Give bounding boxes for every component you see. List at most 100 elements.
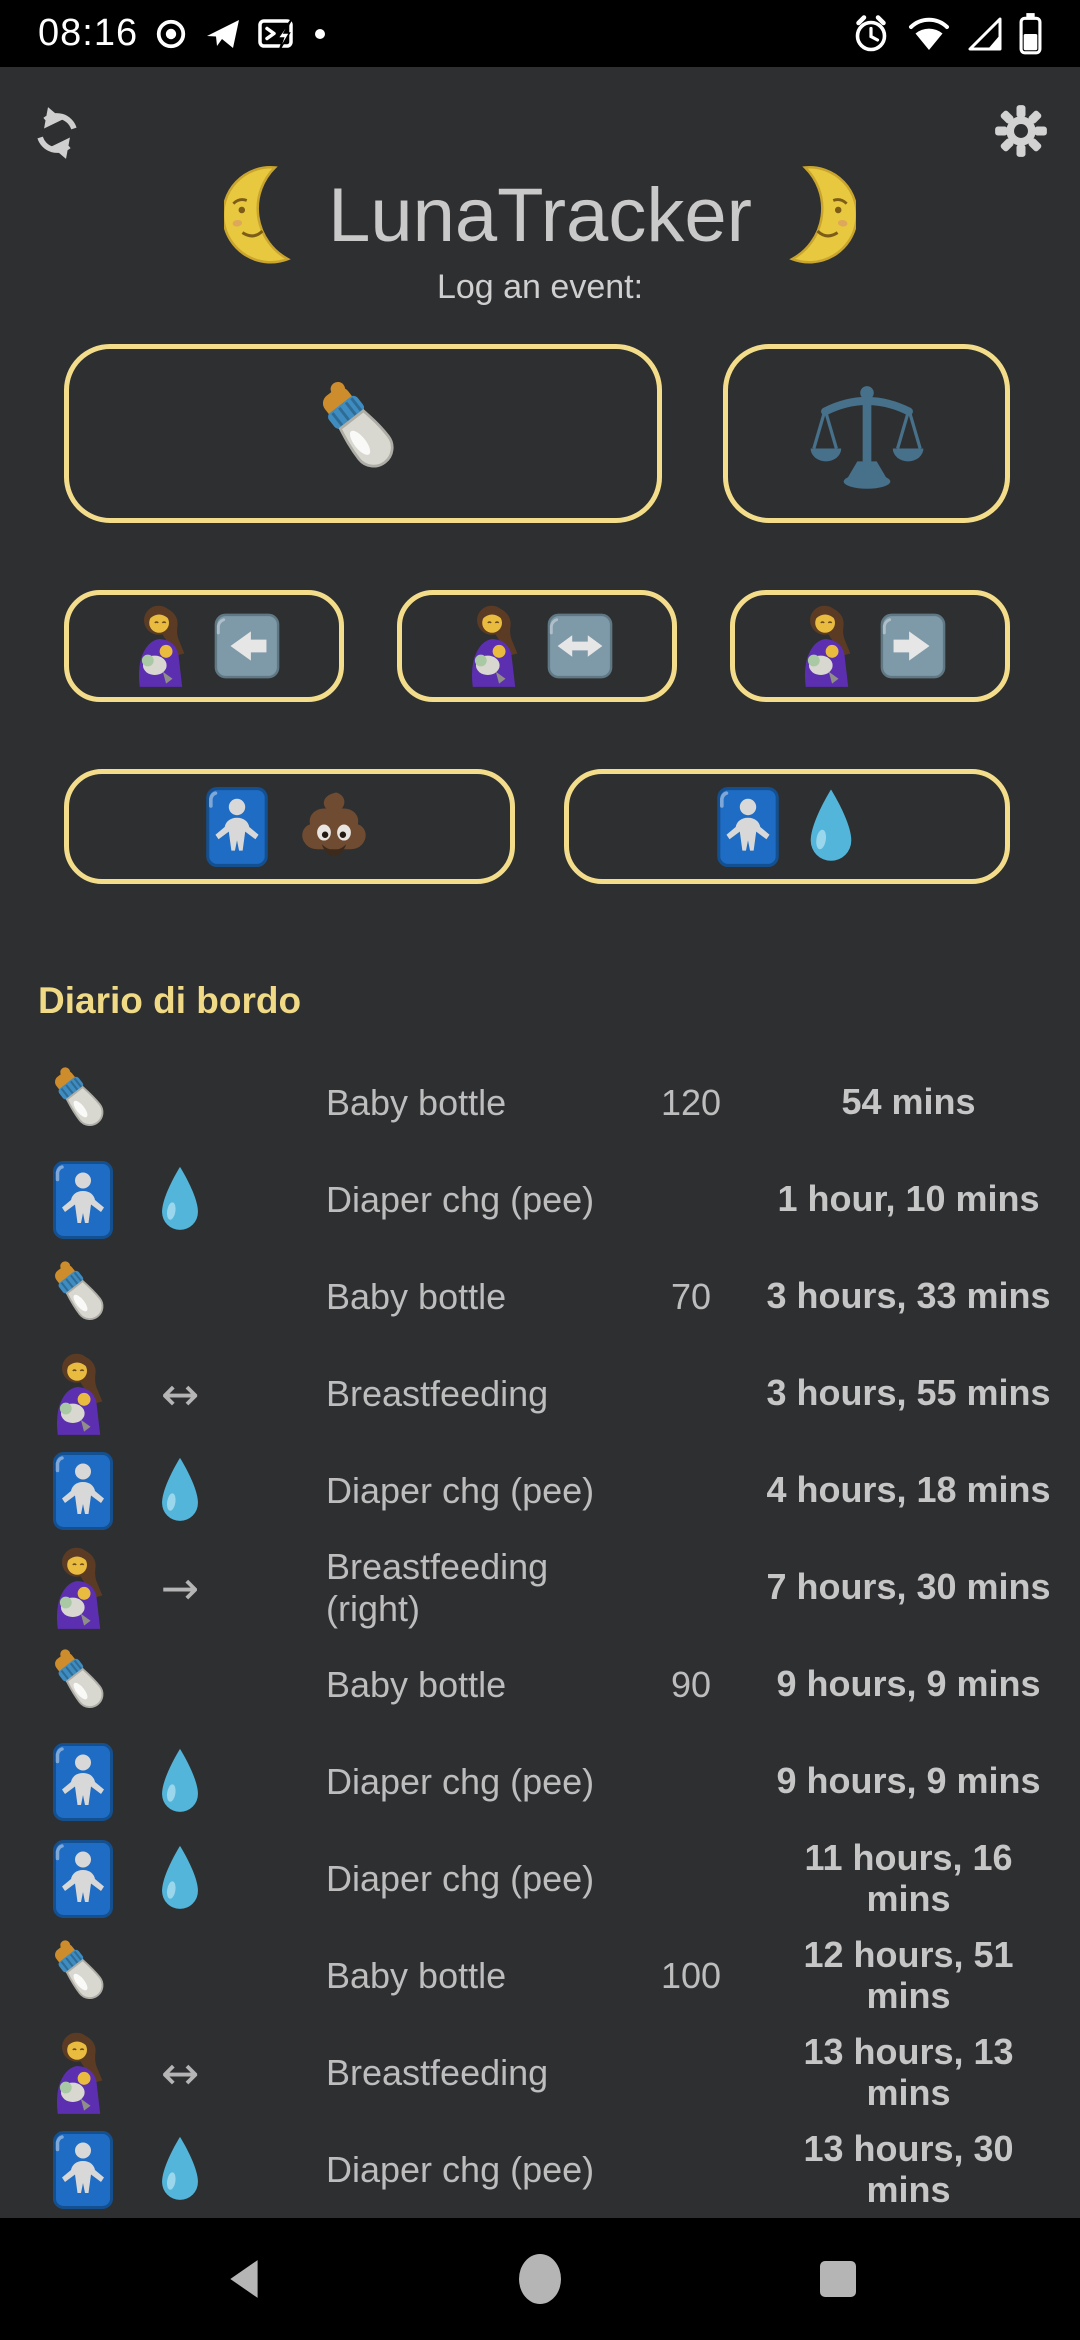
- event-buttons-row-3: [64, 769, 1010, 884]
- log-weighing-button[interactable]: [723, 344, 1010, 523]
- droplet-icon: [805, 786, 857, 868]
- status-bar-left: 08:16: [38, 12, 326, 55]
- log-entry-label: Breastfeeding: [326, 2051, 549, 2093]
- baby-symbol-icon: [717, 786, 779, 867]
- arrow-left-square-icon: [212, 611, 282, 681]
- log-entry-label: Baby bottle: [326, 1663, 507, 1705]
- log-entry-icon: [40, 1160, 125, 1239]
- nav-home-button[interactable]: [517, 2218, 563, 2340]
- log-row[interactable]: Baby bottle 90 9 hours, 9 mins: [0, 1636, 1080, 1733]
- log-entry-elapsed: 4 hours, 18 mins: [766, 1469, 1051, 1511]
- moon-face-right-icon: [766, 165, 856, 265]
- log-entry-elapsed: 7 hours, 30 mins: [766, 1566, 1051, 1608]
- log-entry-label: Diaper chg (pee): [326, 1178, 595, 1220]
- battery-icon: [1019, 12, 1042, 55]
- log-diaper-poop-button[interactable]: [64, 769, 515, 884]
- baby-bottle-icon: [301, 372, 425, 496]
- log-entry-label: Baby bottle: [326, 1275, 507, 1317]
- log-entry-type-icon: [125, 1163, 235, 1237]
- page-title: LunaTracker: [328, 172, 752, 258]
- log-entry-elapsed: 13 hours, 30 mins: [803, 2128, 1014, 2210]
- status-bar: 08:16: [0, 0, 1080, 67]
- moon-face-left-icon: [224, 165, 314, 265]
- log-entry-quantity: 90: [670, 1663, 712, 1705]
- log-entry-side-arrow-icon: ↔: [160, 1366, 200, 1421]
- log-entry-icon: [40, 1545, 125, 1631]
- refresh-icon[interactable]: [30, 106, 84, 160]
- android-nav-bar: [0, 2218, 1080, 2340]
- log-row[interactable]: → Breastfeeding (right) 7 hours, 30 mins: [0, 1539, 1080, 1636]
- log-entry-elapsed: 9 hours, 9 mins: [776, 1760, 1041, 1802]
- breastfeeding-icon: [126, 603, 204, 689]
- log-entry-icon: [40, 1059, 125, 1147]
- wifi-icon: [907, 16, 951, 52]
- breastfeeding-icon: [459, 603, 537, 689]
- log-entry-label: Baby bottle: [326, 1954, 507, 1996]
- log-row[interactable]: Baby bottle 100 12 hours, 51 mins: [0, 1927, 1080, 2024]
- log-row[interactable]: Diaper chg (pee) 1 hour, 10 mins: [0, 1151, 1080, 1248]
- log-row[interactable]: Baby bottle 120 54 mins: [0, 1054, 1080, 1151]
- log-row[interactable]: Diaper chg (pee) 13 hours, 30 mins: [0, 2121, 1080, 2218]
- app-title-row: LunaTracker: [0, 160, 1080, 270]
- log-breastfeeding-left-button[interactable]: [64, 590, 344, 702]
- nav-back-button[interactable]: [226, 2218, 264, 2340]
- signal-icon: [967, 16, 1003, 52]
- log-entry-icon: [40, 1932, 125, 2020]
- log-row[interactable]: Diaper chg (pee) 9 hours, 9 mins: [0, 1733, 1080, 1830]
- log-breastfeeding-right-button[interactable]: [730, 590, 1010, 702]
- log-entry-icon: [40, 2030, 125, 2116]
- log-entry-side-arrow-icon: →: [160, 1560, 200, 1615]
- log-entry-quantity: 120: [660, 1081, 722, 1123]
- baby-symbol-icon: [205, 786, 268, 867]
- alarm-icon: [851, 14, 891, 54]
- log-entry-label: Baby bottle: [326, 1081, 507, 1123]
- arrow-both-square-icon: [545, 611, 615, 681]
- log-entry-label: Diaper chg (pee): [326, 1760, 595, 1802]
- log-entry-icon: [40, 2130, 125, 2209]
- log-row[interactable]: Baby bottle 70 3 hours, 33 mins: [0, 1248, 1080, 1345]
- log-entry-elapsed: 12 hours, 51 mins: [803, 1934, 1014, 2016]
- log-event-subtitle: Log an event:: [436, 268, 644, 306]
- log-breastfeeding-both-button[interactable]: [397, 590, 677, 702]
- message-bolt-icon: [258, 16, 298, 52]
- status-bar-right: [851, 12, 1042, 55]
- event-buttons-row-1: [64, 344, 1010, 523]
- log-row[interactable]: Diaper chg (pee) 11 hours, 16 mins: [0, 1830, 1080, 1927]
- log-entry-side-arrow-icon: ↔: [160, 2045, 200, 2100]
- log-entry-type-icon: [125, 1842, 235, 1916]
- arrow-right-square-icon: [878, 611, 948, 681]
- log-diaper-pee-button[interactable]: [564, 769, 1010, 884]
- log-entry-icon: [40, 1641, 125, 1729]
- log-entry-quantity: 100: [660, 1954, 722, 1996]
- log-baby-bottle-button[interactable]: [64, 344, 662, 523]
- status-clock: 08:16: [38, 12, 139, 54]
- log-entry-label: Diaper chg (pee): [326, 1857, 595, 1899]
- log-row[interactable]: Diaper chg (pee) 4 hours, 18 mins: [0, 1442, 1080, 1539]
- log-entry-elapsed: 9 hours, 9 mins: [776, 1663, 1041, 1705]
- log-entry-elapsed: 1 hour, 10 mins: [777, 1178, 1040, 1220]
- event-buttons-row-2: [64, 590, 1010, 702]
- log-row[interactable]: ↔ Breastfeeding 13 hours, 13 mins: [0, 2024, 1080, 2121]
- balance-scale-icon: [809, 376, 925, 492]
- log-entry-label: Diaper chg (pee): [326, 1469, 595, 1511]
- notification-dot-icon: [314, 28, 326, 40]
- gear-icon[interactable]: [994, 104, 1048, 158]
- log-entry-icon: [40, 1351, 125, 1437]
- log-entry-label: Breastfeeding: [326, 1372, 549, 1414]
- log-entry-elapsed: 3 hours, 33 mins: [766, 1275, 1051, 1317]
- log-entry-label: Diaper chg (pee): [326, 2148, 595, 2190]
- logbook-heading: Diario di bordo: [38, 980, 302, 1021]
- log-entry-type-icon: [125, 2133, 235, 2207]
- log-entry-label: Breastfeeding (right): [326, 1546, 549, 1629]
- poop-icon: [294, 787, 374, 867]
- telegram-icon: [204, 16, 242, 52]
- log-entry-elapsed: 11 hours, 16 mins: [804, 1837, 1013, 1919]
- log-row[interactable]: ↔ Breastfeeding 3 hours, 55 mins: [0, 1345, 1080, 1442]
- logbook-list: Baby bottle 120 54 mins Diaper chg (pee) 1 h…: [0, 1054, 1080, 2218]
- nav-recents-button[interactable]: [818, 2218, 858, 2340]
- log-entry-icon: [40, 1839, 125, 1918]
- log-entry-elapsed: 13 hours, 13 mins: [803, 2031, 1014, 2113]
- log-entry-quantity: 70: [670, 1275, 712, 1317]
- log-entry-type-icon: [125, 1454, 235, 1528]
